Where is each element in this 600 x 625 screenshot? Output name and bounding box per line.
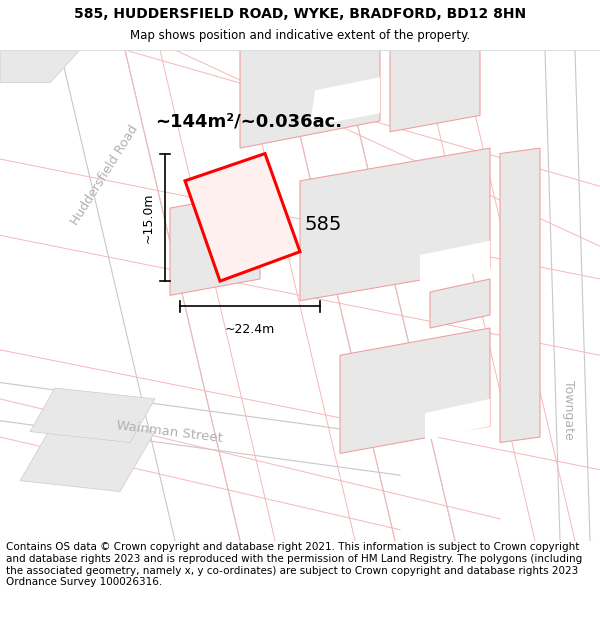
Text: Wainman Street: Wainman Street [116,419,224,444]
Polygon shape [0,50,80,82]
Polygon shape [430,279,490,328]
Polygon shape [20,421,155,491]
Text: Towngate: Towngate [562,380,575,439]
Text: 585: 585 [305,215,343,234]
Text: ~15.0m: ~15.0m [142,192,155,242]
Polygon shape [310,78,380,126]
Text: ~22.4m: ~22.4m [225,322,275,336]
Polygon shape [425,399,490,441]
Polygon shape [340,328,490,453]
Text: 585, HUDDERSFIELD ROAD, WYKE, BRADFORD, BD12 8HN: 585, HUDDERSFIELD ROAD, WYKE, BRADFORD, … [74,8,526,21]
Polygon shape [390,50,480,132]
Text: Huddersfield Road: Huddersfield Road [69,123,141,228]
Text: ~144m²/~0.036ac.: ~144m²/~0.036ac. [155,112,342,131]
Polygon shape [185,154,300,281]
Polygon shape [30,388,155,442]
Text: Contains OS data © Crown copyright and database right 2021. This information is : Contains OS data © Crown copyright and d… [6,542,582,587]
Polygon shape [500,148,540,442]
Polygon shape [420,241,490,284]
Text: Map shows position and indicative extent of the property.: Map shows position and indicative extent… [130,29,470,42]
Polygon shape [240,50,380,148]
Polygon shape [170,192,260,295]
Polygon shape [300,148,490,301]
